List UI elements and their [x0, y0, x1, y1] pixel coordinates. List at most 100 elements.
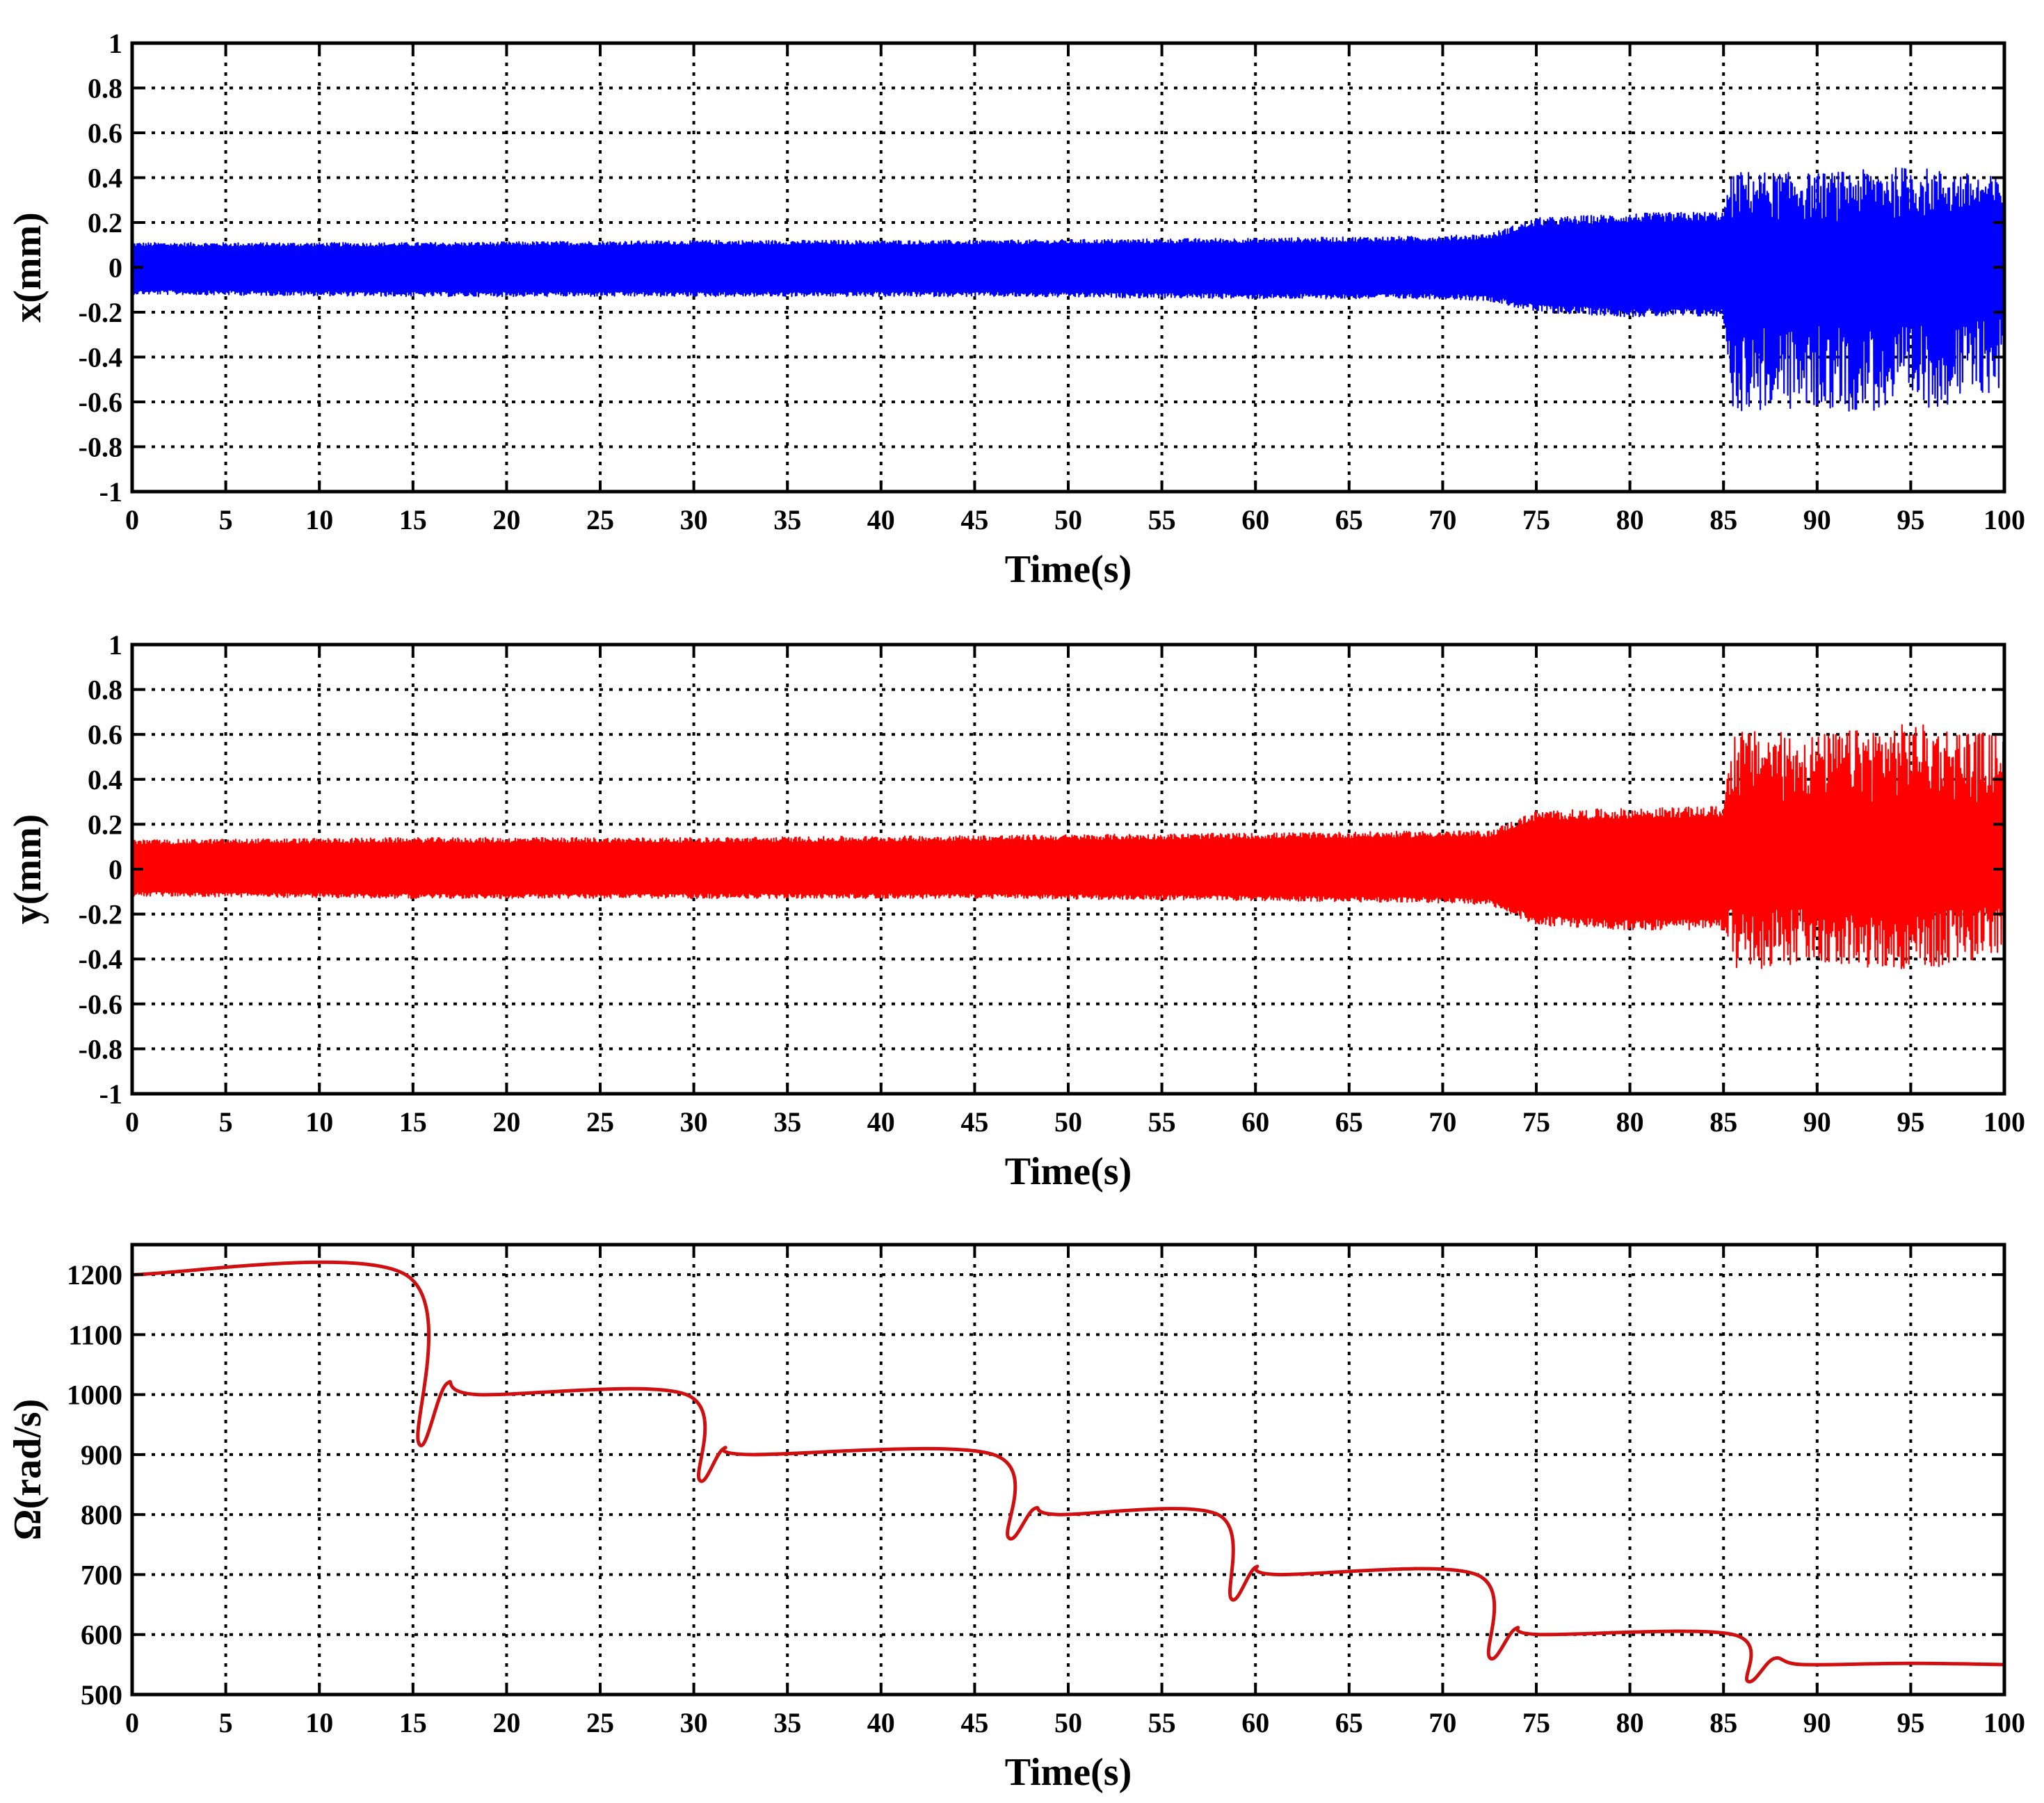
- x-axis-label: Time(s): [1005, 1751, 1132, 1794]
- y-tick-label: -0.6: [79, 387, 122, 418]
- y-tick-label: 0.8: [88, 73, 122, 104]
- x-tick-label: 95: [1897, 1707, 1924, 1738]
- x-tick-label: 10: [305, 1106, 333, 1138]
- x-tick-label: 90: [1803, 1707, 1831, 1738]
- x-tick-label: 65: [1335, 1707, 1363, 1738]
- x-tick-label: 90: [1803, 504, 1831, 535]
- x-axis-label: Time(s): [1005, 1150, 1132, 1193]
- x-tick-label: 100: [1983, 504, 2025, 535]
- y-tick-label: -0.2: [79, 899, 122, 930]
- y-tick-label: -0.2: [79, 297, 122, 328]
- x-tick-label: 45: [960, 1707, 988, 1738]
- x-tick-label: 30: [680, 504, 708, 535]
- y-tick-label: 0.6: [88, 719, 122, 750]
- x-tick-label: 25: [586, 1106, 614, 1138]
- x-tick-label: 55: [1148, 1106, 1176, 1138]
- x-tick-label: 45: [960, 504, 988, 535]
- x-tick-label: 0: [125, 504, 139, 535]
- y-axis-label: x(mm): [6, 212, 49, 323]
- y-tick-labels: 1 0.8 0.6 0.4 0.2 0 -0.2 -0.4 -0.6 -0.8 -1: [79, 28, 2004, 508]
- y-tick-label: -0.8: [79, 432, 122, 463]
- x-tick-label: 65: [1335, 504, 1363, 535]
- y-displacement-plot: 0 5 10 15 20 25 30 35 40 45 50 55 60 65 70 75 80 85 90 95 10…: [6, 629, 2025, 1193]
- x-tick-label: 35: [773, 1106, 801, 1138]
- x-tick-label: 50: [1054, 1106, 1082, 1138]
- x-tick-label: 15: [399, 1106, 427, 1138]
- y-tick-label: 1100: [68, 1319, 122, 1350]
- x-tick-label: 35: [773, 504, 801, 535]
- x-tick-label: 55: [1148, 1707, 1176, 1738]
- x-tick-label: 5: [219, 1707, 233, 1738]
- x-tick-label: 60: [1241, 1707, 1269, 1738]
- y-tick-label: 500: [81, 1679, 122, 1711]
- y-tick-label: 1200: [67, 1259, 122, 1291]
- x-tick-label: 75: [1522, 1707, 1550, 1738]
- x-tick-label: 35: [773, 1707, 801, 1738]
- x-tick-label: 15: [399, 1707, 427, 1738]
- x-axis-label: Time(s): [1005, 548, 1132, 591]
- x-tick-label: 85: [1709, 504, 1737, 535]
- y-tick-label: 1000: [67, 1380, 122, 1411]
- x-tick-label: 40: [867, 504, 895, 535]
- x-tick-label: 0: [125, 1707, 139, 1738]
- x-tick-label: 65: [1335, 1106, 1363, 1138]
- x-tick-label: 10: [305, 1707, 333, 1738]
- x-tick-label: 60: [1241, 504, 1269, 535]
- y-tick-label: 0: [108, 854, 122, 885]
- series-omega: [131, 1260, 2005, 1683]
- x-tick-label: 5: [219, 1106, 233, 1138]
- y-tick-label: 0.6: [88, 118, 122, 149]
- y-tick-label: 0.2: [88, 207, 122, 238]
- y-tick-label: 900: [81, 1439, 122, 1471]
- x-tick-label: 15: [399, 504, 427, 535]
- y-tick-label: -0.8: [79, 1033, 122, 1065]
- y-tick-label: 1: [108, 629, 122, 661]
- y-tick-label: -1: [99, 1078, 122, 1110]
- rotational-speed-plot: 0 5 10 15 20 25 30 35 40 45 50 55 60 65 70 75 80 85 90 95 10…: [6, 1243, 2025, 1794]
- y-tick-label: 600: [81, 1619, 122, 1651]
- x-tick-label: 45: [960, 1106, 988, 1138]
- y-tick-labels: 1 0.8 0.6 0.4 0.2 0 -0.2 -0.4 -0.6 -0.8 -1: [79, 629, 2004, 1110]
- x-tick-label: 70: [1429, 504, 1456, 535]
- x-tick-label: 55: [1148, 504, 1176, 535]
- x-tick-labels: 0 5 10 15 20 25 30 35 40 45 50 55 60 65 70 75 80 85 90 95 10…: [125, 43, 2025, 535]
- x-tick-label: 90: [1803, 1106, 1831, 1138]
- y-tick-label: 800: [81, 1499, 122, 1530]
- x-tick-label: 100: [1983, 1707, 2025, 1738]
- y-tick-label: -0.4: [79, 342, 122, 373]
- y-tick-labels: 1200 1100 1000 900 800 700 600 500: [67, 1259, 2004, 1711]
- x-tick-label: 95: [1897, 1106, 1924, 1138]
- x-tick-label: 20: [492, 1106, 520, 1138]
- x-tick-label: 30: [680, 1707, 708, 1738]
- x-tick-label: 85: [1709, 1106, 1737, 1138]
- series-y: [131, 724, 2006, 969]
- x-tick-label: 75: [1522, 1106, 1550, 1138]
- series-line-0: [131, 724, 2006, 969]
- y-tick-label: 700: [81, 1559, 122, 1590]
- series-x: [131, 167, 2006, 412]
- series-line-0: [131, 1260, 2005, 1683]
- x-tick-label: 50: [1054, 1707, 1082, 1738]
- y-tick-label: -1: [99, 476, 122, 508]
- y-axis-label: y(mm): [6, 814, 49, 925]
- grid-lines: [132, 1245, 2004, 1695]
- series-line-0: [131, 167, 2006, 412]
- x-tick-label: 85: [1709, 1707, 1737, 1738]
- x-tick-label: 30: [680, 1106, 708, 1138]
- x-tick-label: 25: [586, 504, 614, 535]
- x-tick-labels: 0 5 10 15 20 25 30 35 40 45 50 55 60 65 70 75 80 85 90 95 10…: [125, 645, 2025, 1138]
- x-tick-label: 80: [1616, 504, 1644, 535]
- y-axis-label: Ω(rad/s): [6, 1399, 49, 1541]
- x-tick-label: 80: [1616, 1106, 1644, 1138]
- x-tick-label: 100: [1983, 1106, 2025, 1138]
- x-tick-label: 20: [492, 504, 520, 535]
- x-tick-label: 0: [125, 1106, 139, 1138]
- y-tick-label: -0.6: [79, 989, 122, 1020]
- y-tick-label: -0.4: [79, 944, 122, 975]
- x-tick-label: 80: [1616, 1707, 1644, 1738]
- x-tick-label: 75: [1522, 504, 1550, 535]
- x-tick-label: 50: [1054, 504, 1082, 535]
- y-tick-label: 0: [108, 252, 122, 284]
- x-tick-label: 60: [1241, 1106, 1269, 1138]
- y-tick-label: 0.4: [88, 163, 122, 194]
